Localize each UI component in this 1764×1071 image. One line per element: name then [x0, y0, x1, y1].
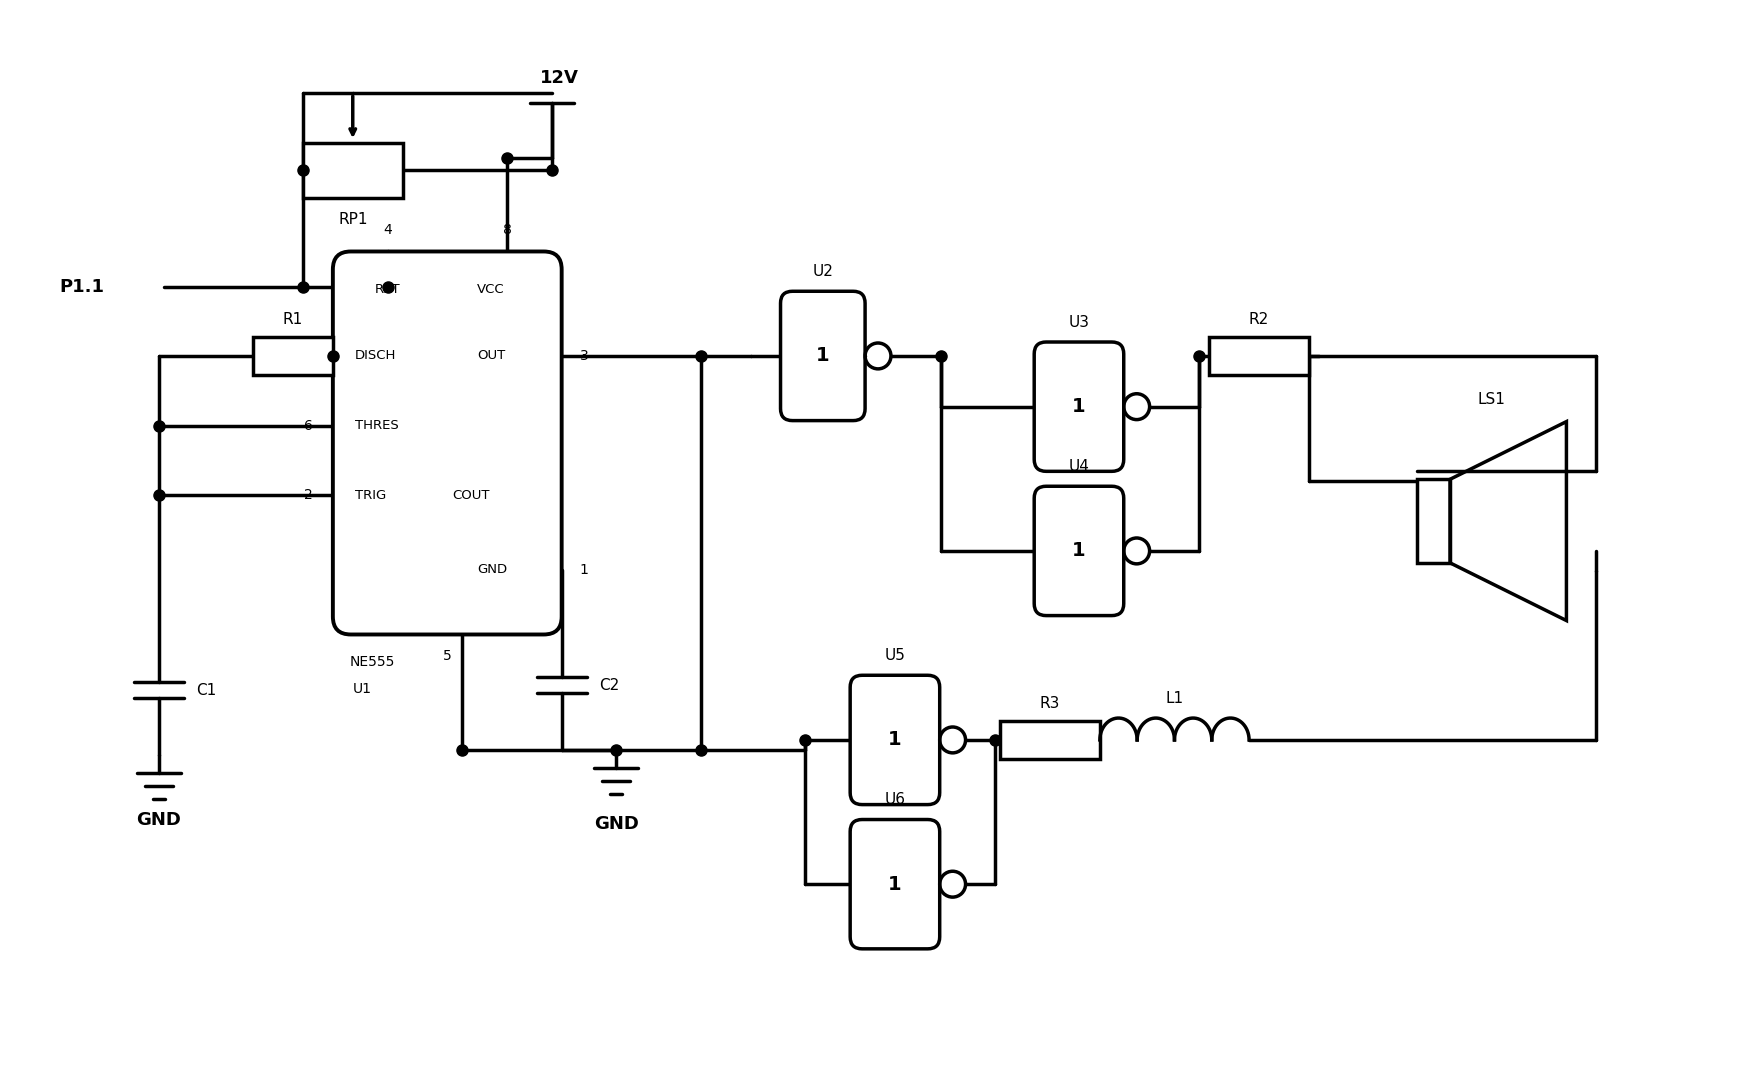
Text: U3: U3	[1069, 315, 1090, 330]
FancyBboxPatch shape	[333, 252, 561, 634]
Text: RP1: RP1	[339, 212, 367, 227]
Text: RST: RST	[374, 283, 400, 296]
Text: 12V: 12V	[540, 70, 579, 88]
Text: P1.1: P1.1	[60, 278, 104, 297]
Text: GND: GND	[136, 811, 182, 829]
Text: 5: 5	[443, 649, 452, 663]
Text: 6: 6	[303, 419, 312, 433]
FancyBboxPatch shape	[780, 291, 864, 421]
Text: LS1: LS1	[1478, 392, 1506, 407]
Text: 1: 1	[887, 875, 901, 893]
Text: GND: GND	[594, 815, 639, 833]
FancyBboxPatch shape	[850, 676, 940, 804]
Bar	[1210, 337, 1309, 375]
Text: U2: U2	[813, 263, 833, 278]
Text: U1: U1	[353, 682, 372, 696]
Text: C2: C2	[600, 678, 619, 693]
Text: R2: R2	[1249, 312, 1268, 327]
Bar	[1416, 480, 1450, 563]
FancyBboxPatch shape	[1034, 342, 1124, 471]
Text: OUT: OUT	[476, 349, 505, 362]
Text: THRES: THRES	[355, 419, 399, 432]
FancyBboxPatch shape	[850, 819, 940, 949]
Text: TRIG: TRIG	[355, 488, 386, 501]
Text: R1: R1	[282, 312, 303, 327]
Text: 3: 3	[580, 349, 589, 363]
Bar	[254, 337, 333, 375]
Text: 2: 2	[303, 488, 312, 502]
Text: U6: U6	[884, 793, 905, 808]
Text: 1: 1	[817, 346, 829, 365]
Text: 1: 1	[580, 563, 589, 577]
Text: 4: 4	[383, 223, 392, 237]
Text: 1: 1	[1073, 397, 1087, 417]
Text: VCC: VCC	[476, 283, 505, 296]
Bar	[1000, 721, 1101, 759]
Text: 1: 1	[1073, 542, 1087, 560]
Text: 7: 7	[303, 349, 312, 363]
Text: R3: R3	[1041, 696, 1060, 711]
Text: GND: GND	[476, 563, 508, 576]
FancyBboxPatch shape	[1034, 486, 1124, 616]
Text: L1: L1	[1166, 691, 1184, 706]
Text: DISCH: DISCH	[355, 349, 397, 362]
Text: COUT: COUT	[452, 488, 490, 501]
Text: U4: U4	[1069, 458, 1090, 473]
Text: 1: 1	[887, 730, 901, 750]
Text: C1: C1	[196, 682, 217, 697]
Text: U5: U5	[884, 648, 905, 663]
Text: NE555: NE555	[349, 655, 395, 669]
Bar	[303, 144, 402, 198]
Text: 8: 8	[503, 223, 512, 237]
